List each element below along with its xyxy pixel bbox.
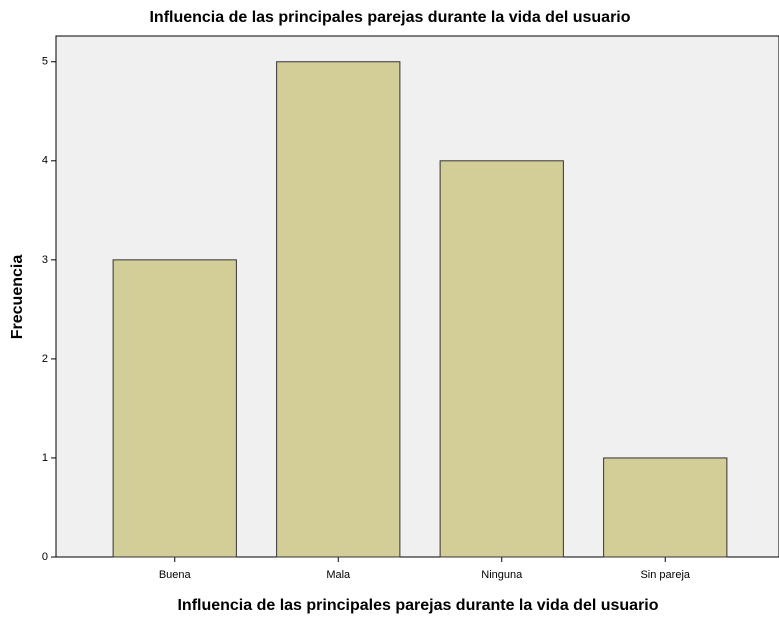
y-tick-label: 3 bbox=[42, 254, 48, 266]
bar bbox=[439, 160, 564, 558]
bar bbox=[112, 259, 237, 558]
y-axis-label: Frecuencia bbox=[9, 255, 26, 340]
bar bbox=[603, 457, 728, 558]
y-tick-label: 0 bbox=[42, 551, 48, 563]
x-tick-label: Ninguna bbox=[481, 569, 523, 581]
y-tick-label: 4 bbox=[42, 155, 48, 167]
y-tick-label: 1 bbox=[42, 452, 48, 464]
chart-title: Influencia de las principales parejas du… bbox=[149, 9, 630, 26]
y-tick-label: 2 bbox=[42, 353, 48, 365]
x-axis-label: Influencia de las principales parejas du… bbox=[177, 597, 658, 614]
x-tick-label: Mala bbox=[326, 569, 351, 581]
x-tick-label: Sin pareja bbox=[640, 569, 690, 581]
y-tick-label: 5 bbox=[42, 56, 48, 68]
bar bbox=[276, 61, 401, 558]
x-tick-label: Buena bbox=[159, 569, 192, 581]
